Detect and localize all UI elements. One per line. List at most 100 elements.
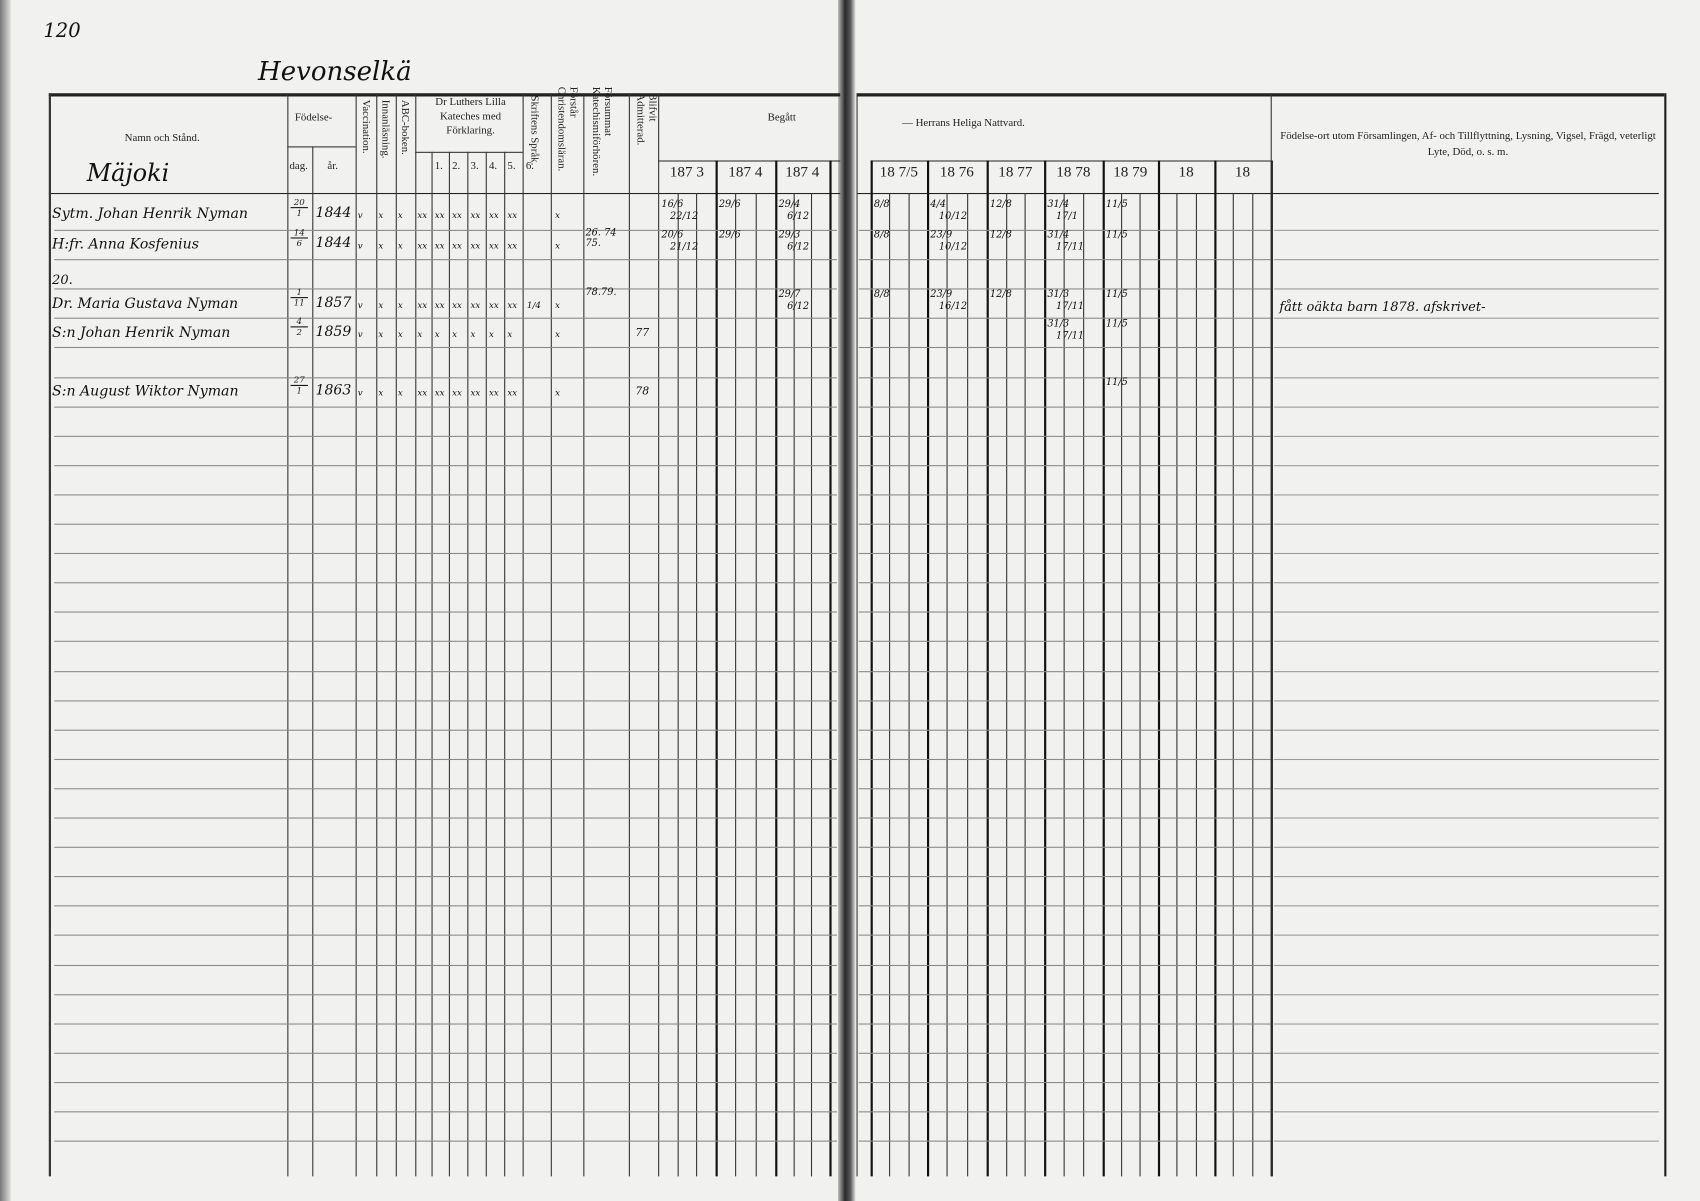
- catechism-part-number: 6.: [525, 160, 534, 173]
- record-mark: x: [378, 300, 384, 311]
- record-mark: xx: [452, 300, 462, 311]
- record-mark: xx: [470, 240, 481, 251]
- birth-month: 11: [293, 298, 305, 308]
- column-rule: [658, 93, 660, 1177]
- row-rule: [54, 758, 838, 761]
- year-header: 187 4: [728, 164, 763, 182]
- column-rule: [312, 146, 314, 1177]
- row-rule: [858, 582, 1271, 584]
- record-mark: xx: [434, 300, 445, 311]
- row-rule: [54, 640, 838, 642]
- row-rule: [54, 964, 838, 967]
- record-mark: x: [555, 329, 561, 340]
- row-rule: [54, 259, 838, 261]
- table-right-rule: [1664, 93, 1667, 1177]
- column-rule: [376, 93, 378, 1177]
- year-sub-rule: [1176, 192, 1178, 1177]
- column-rule: [415, 93, 417, 1177]
- notes-row-rule: [1273, 465, 1659, 467]
- header-birth: Födelse-: [294, 111, 333, 124]
- header-notes: Födelse-ort utom Församlingen, Af- och T…: [1280, 130, 1656, 159]
- catechism-part-number: 4.: [488, 160, 498, 173]
- row-rule: [54, 377, 838, 379]
- row-rule: [858, 288, 1271, 290]
- record-mark: xx: [488, 388, 499, 398]
- communion-date: 29/6: [718, 229, 741, 241]
- record-mark: xx: [434, 210, 445, 221]
- year-row-rule: [870, 160, 1271, 162]
- birth-day-month: 14 6: [290, 228, 308, 248]
- catechism-part-number: 3.: [470, 160, 479, 173]
- communion-date: 6/12: [787, 211, 810, 223]
- birth-day: 20: [290, 197, 308, 209]
- notes-row-rule: [1273, 346, 1659, 349]
- missed-catechism-meetings: 78.79.: [585, 287, 617, 299]
- record-mark: x: [555, 240, 561, 251]
- communion-date: 31/4: [1047, 199, 1070, 211]
- row-rule: [858, 377, 1271, 379]
- birth-month: 2: [296, 327, 303, 338]
- column-rule: [448, 151, 450, 1177]
- row-rule: [858, 934, 1271, 936]
- table-top-rule: [856, 93, 1665, 97]
- column-rule: [870, 160, 873, 1177]
- communion-date: 12/8: [989, 289, 1012, 301]
- person-name: Dr. Maria Gustava Nyman: [52, 295, 239, 313]
- communion-date: 8/8: [873, 229, 890, 241]
- header-catechism: Dr Luthers Lilla Kateches med Förklaring…: [435, 96, 506, 137]
- village-name: Hevonselkä: [258, 56, 412, 87]
- row-rule: [858, 729, 1271, 731]
- record-mark: xx: [488, 300, 499, 311]
- page-edge: [0, 0, 11, 1201]
- header-scripture-language: Skriftens Språk.: [528, 95, 540, 166]
- row-rule: [54, 905, 838, 907]
- row-rule: [54, 552, 838, 555]
- row-rule: [858, 1082, 1271, 1084]
- communion-date: 11/5: [1105, 199, 1128, 211]
- year-sub-rule: [1005, 192, 1007, 1177]
- notes-row-rule: [1273, 905, 1659, 907]
- record-mark: xx: [488, 210, 499, 221]
- communion-date: 23/9: [930, 229, 953, 241]
- row-rule: [54, 817, 838, 819]
- record-mark: xx: [470, 300, 481, 311]
- communion-date: 17/1: [1056, 211, 1078, 223]
- birth-day-month: 27 1: [290, 375, 308, 396]
- notes-row-rule: [1273, 494, 1659, 496]
- row-rule: [858, 817, 1271, 819]
- header-day: dag.: [289, 160, 308, 173]
- communion-date: 11/5: [1105, 229, 1128, 241]
- header-year: år.: [327, 160, 338, 173]
- row-rule: [54, 934, 838, 936]
- notes-row-rule: [1273, 435, 1659, 437]
- row-rule: [54, 523, 838, 525]
- year-header: 187 4: [785, 164, 820, 182]
- year-sub-rule: [966, 192, 968, 1177]
- row-rule: [858, 435, 1271, 437]
- page-number: 120: [43, 19, 81, 43]
- row-rule: [54, 494, 838, 496]
- birth-year: 1859: [315, 324, 352, 341]
- person-name: Sytm. Johan Henrik Nyman: [52, 205, 248, 223]
- record-mark: x: [452, 329, 458, 340]
- communion-date: 20/6: [661, 229, 684, 241]
- year-row-rule: [658, 160, 841, 162]
- year-sub-rule: [677, 192, 679, 1177]
- row-rule: [54, 876, 838, 878]
- record-mark: x: [397, 240, 403, 251]
- year-sub-rule: [1195, 192, 1197, 1177]
- birth-month: 1: [296, 208, 303, 218]
- notes-row-rule: [1273, 846, 1659, 848]
- row-rule: [54, 435, 838, 437]
- birth-year: 1857: [315, 294, 352, 312]
- notes-row-rule: [1273, 317, 1659, 319]
- notes-row-rule: [1273, 964, 1659, 967]
- header-communion-right: — Herrans Heliga Nattvard.: [902, 117, 1025, 130]
- year-sub-rule: [1139, 192, 1141, 1177]
- row-rule: [54, 582, 838, 584]
- birth-day-month: 1 11: [290, 287, 308, 308]
- row-rule: [54, 406, 838, 408]
- notes-row-rule: [1273, 1111, 1659, 1113]
- year-sub-rule: [1121, 192, 1123, 1177]
